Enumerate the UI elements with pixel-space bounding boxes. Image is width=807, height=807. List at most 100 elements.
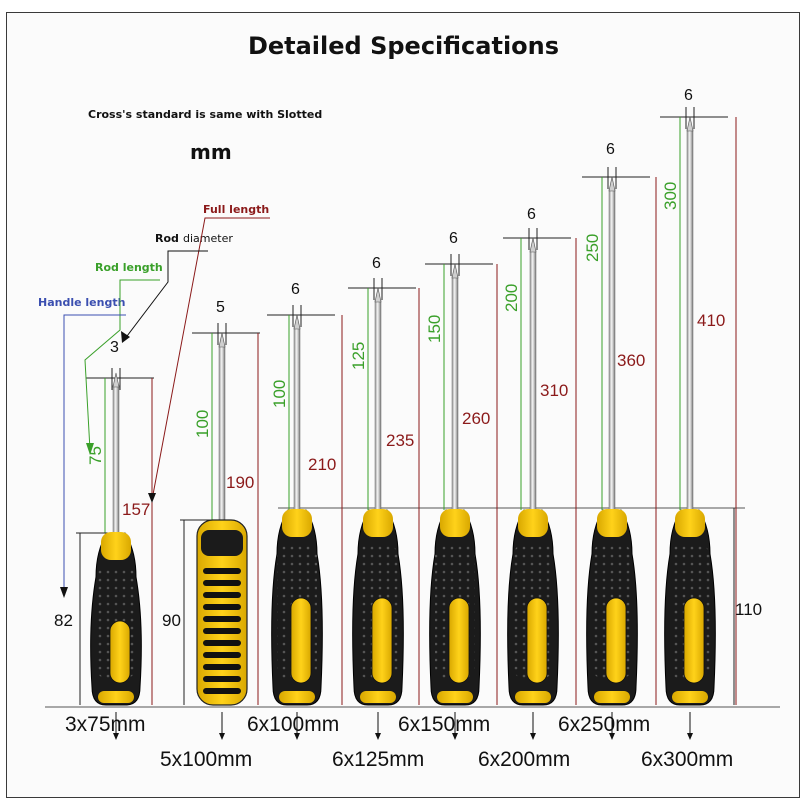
- size-label-5x100: 5x100mm: [160, 748, 253, 771]
- screwdriver-rod: [112, 384, 120, 538]
- diameter-value: 6: [449, 230, 458, 247]
- handle-yellow-base: [437, 691, 473, 703]
- rod-length-value: 100: [270, 380, 289, 408]
- dimension-lines-4: 6 150 260: [425, 230, 498, 740]
- screwdriver-tip: [451, 263, 459, 279]
- full-length-value: 360: [617, 351, 645, 370]
- handle-length-leader: [63, 314, 126, 595]
- screwdriver-tip: [374, 287, 382, 303]
- unit-label: mm: [190, 140, 232, 164]
- label-arrow-head: [294, 733, 300, 740]
- handle-yellow-base: [515, 691, 551, 703]
- screwdriver-rod: [608, 188, 616, 515]
- handle-yellow-cap: [597, 509, 627, 537]
- handle-length-value: 82: [54, 611, 73, 630]
- rod-length-value: 100: [193, 410, 212, 438]
- handle-grip-stripe: [203, 688, 241, 694]
- handle-length-value: 110: [735, 600, 762, 619]
- full-length-leader: [151, 217, 270, 501]
- rod-length-value: 300: [661, 182, 680, 210]
- diameter-value: 6: [606, 141, 615, 158]
- handle-yellow-insert: [683, 597, 705, 684]
- label-arrow-head: [375, 733, 381, 740]
- screwdriver-rod: [529, 249, 537, 515]
- full-length-value: 210: [308, 455, 336, 474]
- diameter-leader: [123, 250, 208, 341]
- handle-yellow-cap: [101, 532, 131, 560]
- screwdriver-rod: [374, 299, 382, 515]
- diameter-arrowhead: [121, 331, 130, 343]
- diameter-value: 6: [527, 206, 536, 223]
- diameter-value: 6: [372, 255, 381, 272]
- rod-length-leader: [84, 279, 160, 451]
- size-label-6x150: 6x150mm: [398, 713, 491, 736]
- handle-grip-stripe: [203, 640, 241, 646]
- handle-yellow-base: [672, 691, 708, 703]
- handle-yellow-cap: [440, 509, 470, 537]
- screwdriver-rod: [451, 275, 459, 515]
- handle-yellow-insert: [109, 620, 131, 684]
- screwdriver-4: [429, 263, 481, 706]
- rod-length-arrowhead: [86, 443, 94, 455]
- label-arrow-head: [687, 733, 693, 740]
- handle-grip-stripe: [203, 604, 241, 610]
- dimension-lines-2: 6 100 210: [267, 281, 343, 740]
- screwdriver-tip: [686, 116, 694, 132]
- handle-grip-stripe: [203, 628, 241, 634]
- dimension-lines-1: 5 100 190: [180, 299, 260, 740]
- screwdriver-tip: [608, 176, 616, 192]
- dimension-lines-6: 6 250 360: [582, 141, 657, 740]
- size-label-6x200: 6x200mm: [478, 748, 571, 771]
- screwdriver-5: [507, 237, 559, 706]
- screwdriver-2: [271, 314, 323, 706]
- rod-length-value: 150: [425, 315, 444, 343]
- screwdriver-7: [664, 116, 716, 706]
- diameter-value: 6: [684, 87, 693, 104]
- screwdriver-rod: [293, 326, 301, 515]
- label-arrow-head: [452, 733, 458, 740]
- handle-yellow-cap: [518, 509, 548, 537]
- rod-length-value: 200: [502, 284, 521, 312]
- handle-grip-stripe: [203, 676, 241, 682]
- handle-collar: [201, 530, 243, 556]
- handle-yellow-cap: [282, 509, 312, 537]
- handle-grip-stripe: [203, 664, 241, 670]
- legend-rod: Rod: [155, 232, 179, 245]
- legend-diameter: diameter: [183, 232, 233, 245]
- handle-yellow-insert: [526, 597, 548, 684]
- handle-yellow-base: [279, 691, 315, 703]
- size-label-3x75: 3x75mm: [65, 713, 146, 736]
- dimension-lines-3: 6 125 235: [348, 255, 420, 740]
- screwdriver-rod: [686, 128, 694, 515]
- handle-length-arrowhead: [60, 587, 68, 598]
- legend-leader-lines: 3751575100190610021061252356150260620031…: [45, 87, 780, 740]
- handle-grip-stripe: [203, 616, 241, 622]
- screwdriver-tip: [293, 314, 301, 330]
- size-label-6x125: 6x125mm: [332, 748, 425, 771]
- handle-grip-stripe: [203, 652, 241, 658]
- handle-yellow-base: [98, 691, 134, 703]
- screwdriver-0: [90, 372, 142, 706]
- handle-grip-stripe: [203, 580, 241, 586]
- full-length-arrowhead: [148, 493, 156, 503]
- size-label-6x300: 6x300mm: [641, 748, 734, 771]
- size-label-6x100: 6x100mm: [247, 713, 340, 736]
- label-arrow-head: [219, 733, 225, 740]
- rod-length-value: 125: [349, 342, 368, 370]
- screwdriver-6: [586, 176, 638, 706]
- full-length-value: 190: [226, 473, 254, 492]
- full-length-value: 260: [462, 409, 490, 428]
- full-length-value: 157: [122, 500, 150, 519]
- diameter-value: 3: [110, 339, 119, 356]
- dimension-lines-7: 6 300 410: [660, 87, 737, 740]
- handle-yellow-base: [360, 691, 396, 703]
- handle-yellow-cap: [675, 509, 705, 537]
- screwdriver-tip: [112, 372, 120, 388]
- size-label-6x250: 6x250mm: [558, 713, 651, 736]
- label-arrow-head: [113, 733, 119, 740]
- full-length-value: 410: [697, 311, 725, 330]
- screwdriver-group: [90, 116, 716, 706]
- label-arrow-head: [609, 733, 615, 740]
- handle-yellow-insert: [290, 597, 312, 684]
